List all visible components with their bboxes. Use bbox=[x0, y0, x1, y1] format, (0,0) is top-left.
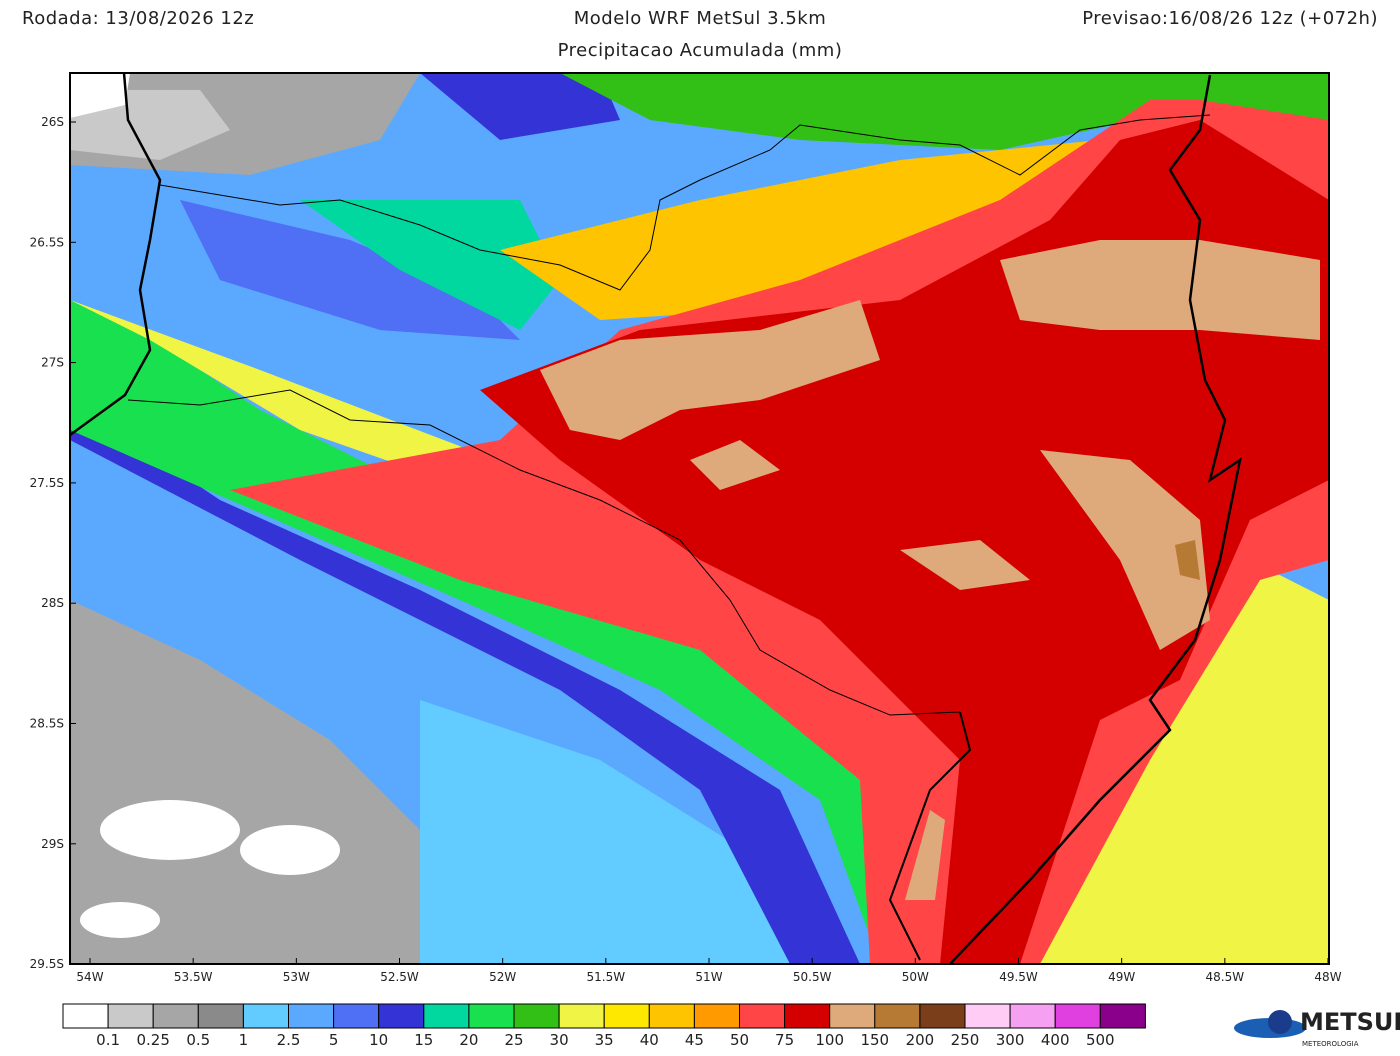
colorbar-swatch bbox=[333, 1003, 380, 1029]
colorbar-swatch bbox=[603, 1003, 650, 1029]
colorbar-label: 200 bbox=[906, 1031, 935, 1049]
lon-label: 48W bbox=[1314, 970, 1341, 984]
colorbar-label: 100 bbox=[815, 1031, 844, 1049]
colorbar-swatch bbox=[829, 1003, 876, 1029]
colorbar-swatch bbox=[152, 1003, 199, 1029]
logo: METSUL METEOROLOGIA bbox=[1234, 1008, 1400, 1048]
colorbar-label: 300 bbox=[996, 1031, 1025, 1049]
colorbar-swatch bbox=[62, 1003, 109, 1029]
colorbar-label: 20 bbox=[459, 1031, 478, 1049]
logo-name: METSUL bbox=[1300, 1008, 1400, 1036]
colorbar-swatch bbox=[648, 1003, 695, 1029]
lon-label: 53W bbox=[283, 970, 310, 984]
colorbar-swatch bbox=[558, 1003, 605, 1029]
colorbar-label: 15 bbox=[414, 1031, 433, 1049]
colorbar-swatch bbox=[739, 1003, 786, 1029]
colorbar-swatch bbox=[423, 1003, 470, 1029]
colorbar-swatch bbox=[919, 1003, 966, 1029]
colorbar-label: 500 bbox=[1086, 1031, 1115, 1049]
colorbar-label: 25 bbox=[504, 1031, 523, 1049]
lon-label: 52.5W bbox=[380, 970, 419, 984]
colorbar-swatch bbox=[468, 1003, 515, 1029]
map-subtitle: Precipitacao Acumulada (mm) bbox=[558, 40, 843, 61]
colorbar-label: 35 bbox=[595, 1031, 614, 1049]
colorbar-label: 45 bbox=[685, 1031, 704, 1049]
colorbar-swatch bbox=[1009, 1003, 1056, 1029]
colorbar-swatch bbox=[242, 1003, 289, 1029]
colorbar-label: 150 bbox=[860, 1031, 889, 1049]
colorbar-swatch bbox=[874, 1003, 921, 1029]
lat-label: 28.5S bbox=[30, 717, 64, 731]
map-title: Modelo WRF MetSul 3.5km bbox=[574, 8, 826, 29]
colorbar-label: 75 bbox=[775, 1031, 794, 1049]
colorbar-swatch bbox=[107, 1003, 154, 1029]
colorbar-label: 50 bbox=[730, 1031, 749, 1049]
lon-label: 53.5W bbox=[174, 970, 213, 984]
lon-label: 51.5W bbox=[587, 970, 626, 984]
colorbar: 0.1 0.25 0.5 1 2.5 5 10 15 20 25 30 35 40 45 50 75 100 15… bbox=[62, 1003, 1146, 1049]
colorbar-label: 40 bbox=[640, 1031, 659, 1049]
colorbar-swatch bbox=[288, 1003, 335, 1029]
colorbar-label: 250 bbox=[951, 1031, 980, 1049]
colorbar-label: 1 bbox=[239, 1031, 249, 1049]
colorbar-label: 5 bbox=[329, 1031, 339, 1049]
colorbar-label: 2.5 bbox=[277, 1031, 301, 1049]
lat-label: 28S bbox=[41, 596, 64, 610]
lat-label: 27S bbox=[41, 356, 64, 370]
lat-label: 29S bbox=[41, 837, 64, 851]
colorbar-swatch bbox=[378, 1003, 425, 1029]
lat-label: 29.5S bbox=[30, 957, 64, 971]
colorbar-swatch bbox=[1054, 1003, 1101, 1029]
colorbar-swatch bbox=[964, 1003, 1011, 1029]
lon-label: 51W bbox=[695, 970, 722, 984]
logo-tagline: METEOROLOGIA bbox=[1302, 1040, 1359, 1048]
colorbar-label: 10 bbox=[369, 1031, 388, 1049]
lat-label: 26.5S bbox=[30, 235, 64, 249]
run-time: Rodada: 13/08/2026 12z bbox=[22, 8, 254, 29]
lon-label: 49.5W bbox=[999, 970, 1038, 984]
colorbar-label: 0.25 bbox=[136, 1031, 169, 1049]
colorbar-swatch bbox=[513, 1003, 560, 1029]
forecast-time: Previsao:16/08/26 12z (+072h) bbox=[1082, 8, 1378, 29]
colorbar-swatch bbox=[693, 1003, 741, 1029]
precip-field bbox=[70, 73, 1329, 964]
colorbar-swatch bbox=[197, 1003, 244, 1029]
lon-label: 50W bbox=[902, 970, 929, 984]
lon-label: 50.5W bbox=[793, 970, 832, 984]
lon-label: 52W bbox=[489, 970, 516, 984]
colorbar-swatch bbox=[784, 1003, 831, 1029]
lon-label: 54W bbox=[76, 970, 103, 984]
colorbar-label: 400 bbox=[1041, 1031, 1070, 1049]
colorbar-swatch bbox=[1099, 1003, 1146, 1029]
lat-label: 27.5S bbox=[30, 476, 64, 490]
lon-label: 48.5W bbox=[1206, 970, 1245, 984]
map-frame bbox=[69, 72, 1330, 965]
lat-label: 26S bbox=[41, 115, 64, 129]
colorbar-label: 0.5 bbox=[186, 1031, 210, 1049]
colorbar-label: 0.1 bbox=[96, 1031, 120, 1049]
lon-label: 49W bbox=[1108, 970, 1135, 984]
colorbar-label: 30 bbox=[550, 1031, 569, 1049]
